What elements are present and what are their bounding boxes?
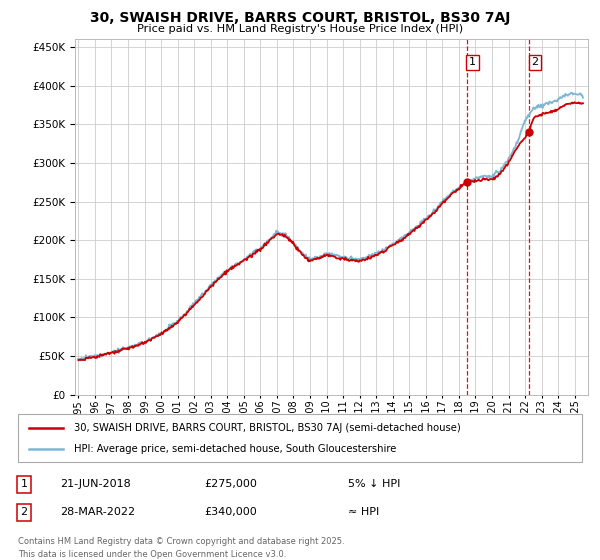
Text: Contains HM Land Registry data © Crown copyright and database right 2025.
This d: Contains HM Land Registry data © Crown c…	[18, 538, 344, 559]
Text: 30, SWAISH DRIVE, BARRS COURT, BRISTOL, BS30 7AJ (semi-detached house): 30, SWAISH DRIVE, BARRS COURT, BRISTOL, …	[74, 423, 461, 433]
Text: 30, SWAISH DRIVE, BARRS COURT, BRISTOL, BS30 7AJ: 30, SWAISH DRIVE, BARRS COURT, BRISTOL, …	[90, 11, 510, 25]
Text: 21-JUN-2018: 21-JUN-2018	[60, 479, 131, 489]
Text: 2: 2	[20, 507, 28, 517]
Text: 2: 2	[532, 57, 539, 67]
Text: Price paid vs. HM Land Registry's House Price Index (HPI): Price paid vs. HM Land Registry's House …	[137, 24, 463, 34]
Text: ≈ HPI: ≈ HPI	[348, 507, 379, 517]
Text: 1: 1	[20, 479, 28, 489]
Text: £340,000: £340,000	[204, 507, 257, 517]
FancyBboxPatch shape	[18, 414, 582, 462]
Text: £275,000: £275,000	[204, 479, 257, 489]
Text: HPI: Average price, semi-detached house, South Gloucestershire: HPI: Average price, semi-detached house,…	[74, 444, 397, 454]
Text: 28-MAR-2022: 28-MAR-2022	[60, 507, 135, 517]
Text: 5% ↓ HPI: 5% ↓ HPI	[348, 479, 400, 489]
Text: 1: 1	[469, 57, 476, 67]
